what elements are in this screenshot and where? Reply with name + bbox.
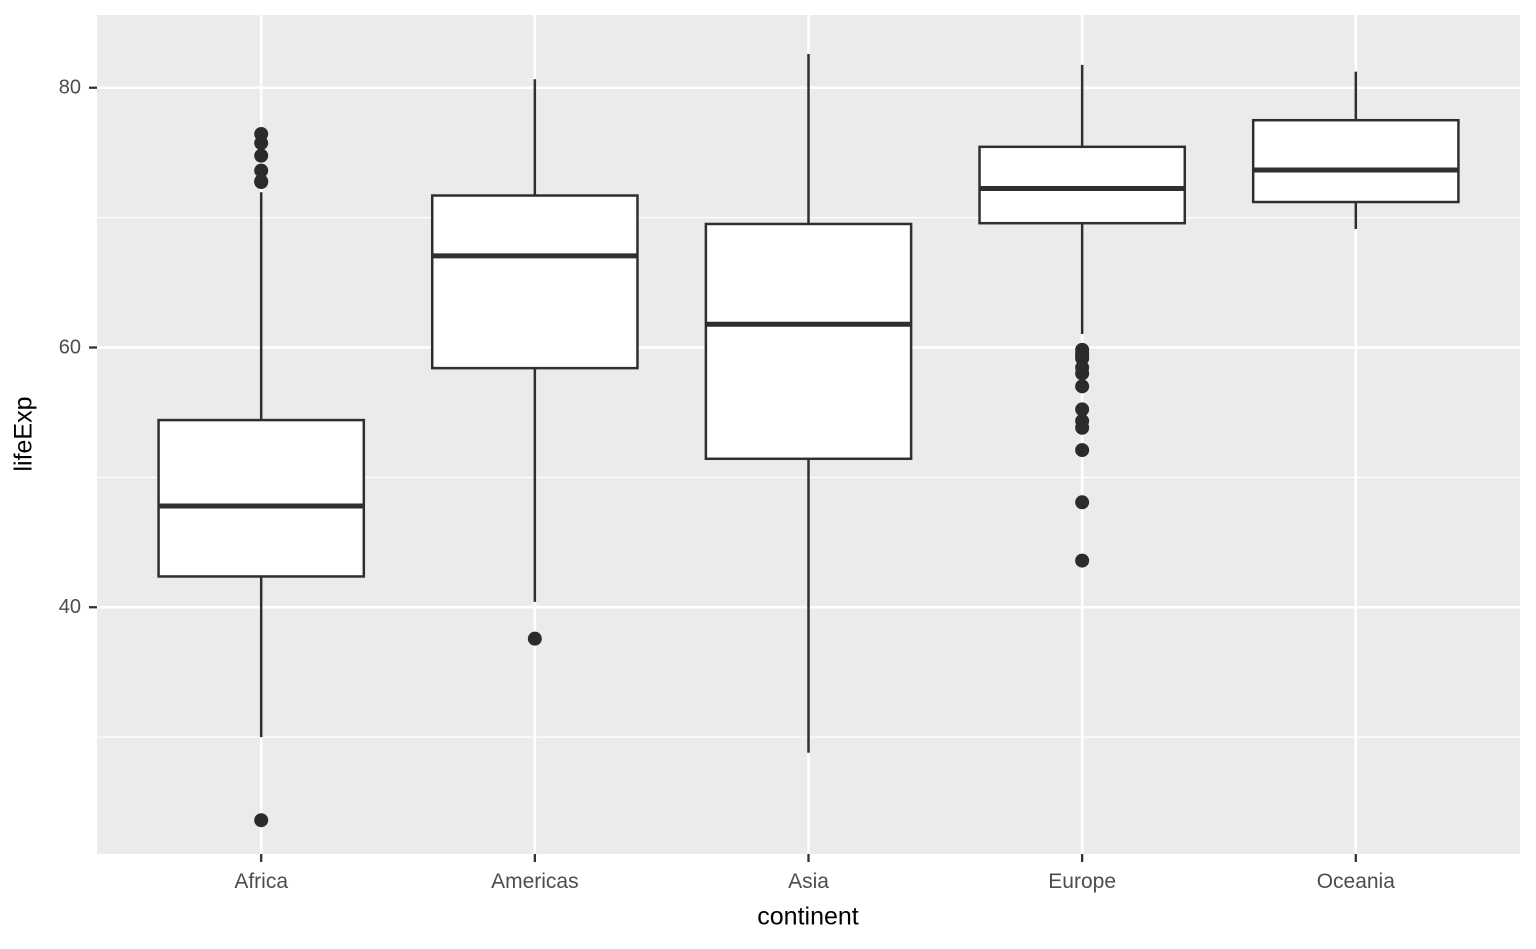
- outlier-dot: [1075, 443, 1090, 458]
- boxplot-box: [1251, 118, 1460, 204]
- y-tick-label: 60: [59, 336, 81, 358]
- outlier-dot: [1075, 402, 1090, 417]
- boxplot-box: [978, 145, 1187, 225]
- boxplot-box: [157, 418, 366, 578]
- outlier-dot: [1075, 413, 1090, 428]
- outlier-dot: [1075, 553, 1090, 568]
- y-tick-label: 40: [59, 596, 81, 618]
- outlier-dot: [1075, 342, 1090, 357]
- y-tick-label: 80: [59, 77, 81, 99]
- outlier-dot: [254, 163, 269, 178]
- x-category-label: Europe: [1048, 870, 1116, 893]
- outlier-dot: [1075, 379, 1090, 394]
- x-axis-title: continent: [757, 902, 859, 931]
- x-category-label: Oceania: [1317, 870, 1396, 893]
- outlier-dot: [527, 631, 542, 646]
- outlier-dot: [254, 126, 269, 141]
- outlier-dot: [1075, 495, 1090, 510]
- x-category-label: Asia: [788, 870, 829, 893]
- x-category-label: Americas: [491, 870, 579, 893]
- x-category-label: Africa: [234, 870, 288, 893]
- outlier-dot: [254, 148, 269, 163]
- boxplot-box: [430, 194, 639, 370]
- outlier-dot: [254, 813, 269, 828]
- boxplot-box: [704, 222, 913, 461]
- outlier-dot: [254, 174, 269, 189]
- y-axis-title: lifeExp: [9, 396, 38, 472]
